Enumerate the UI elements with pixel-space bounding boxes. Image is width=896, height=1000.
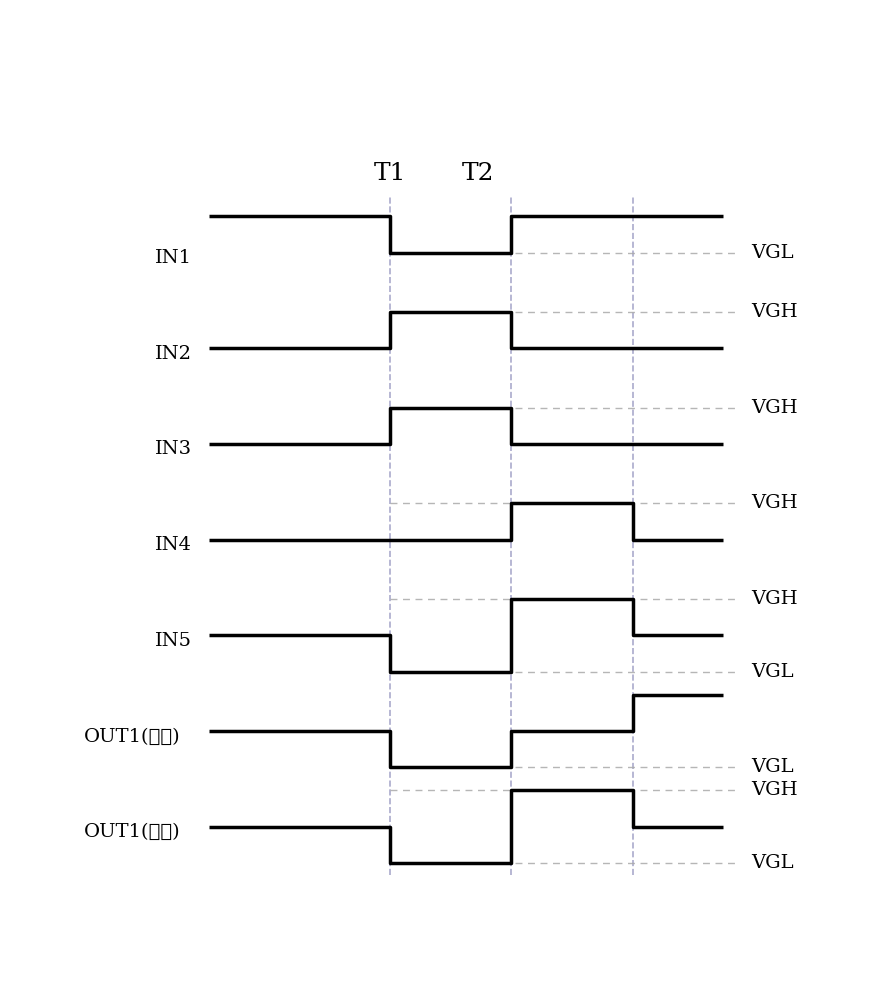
Text: VGL: VGL (751, 854, 794, 872)
Text: VGL: VGL (751, 244, 794, 262)
Text: VGH: VGH (751, 590, 797, 608)
Text: VGL: VGL (751, 663, 794, 681)
Text: IN4: IN4 (155, 536, 192, 554)
Text: OUT1(短路): OUT1(短路) (83, 823, 180, 841)
Text: T2: T2 (462, 162, 495, 185)
Text: T1: T1 (374, 162, 406, 185)
Text: VGH: VGH (751, 399, 797, 417)
Text: IN5: IN5 (155, 632, 192, 650)
Text: IN1: IN1 (155, 249, 192, 267)
Text: VGL: VGL (751, 758, 794, 776)
Text: OUT1(通路): OUT1(通路) (83, 728, 180, 746)
Text: IN2: IN2 (155, 345, 192, 363)
Text: VGH: VGH (751, 494, 797, 512)
Text: VGH: VGH (751, 303, 797, 321)
Text: IN3: IN3 (155, 440, 192, 458)
Text: VGH: VGH (751, 781, 797, 799)
